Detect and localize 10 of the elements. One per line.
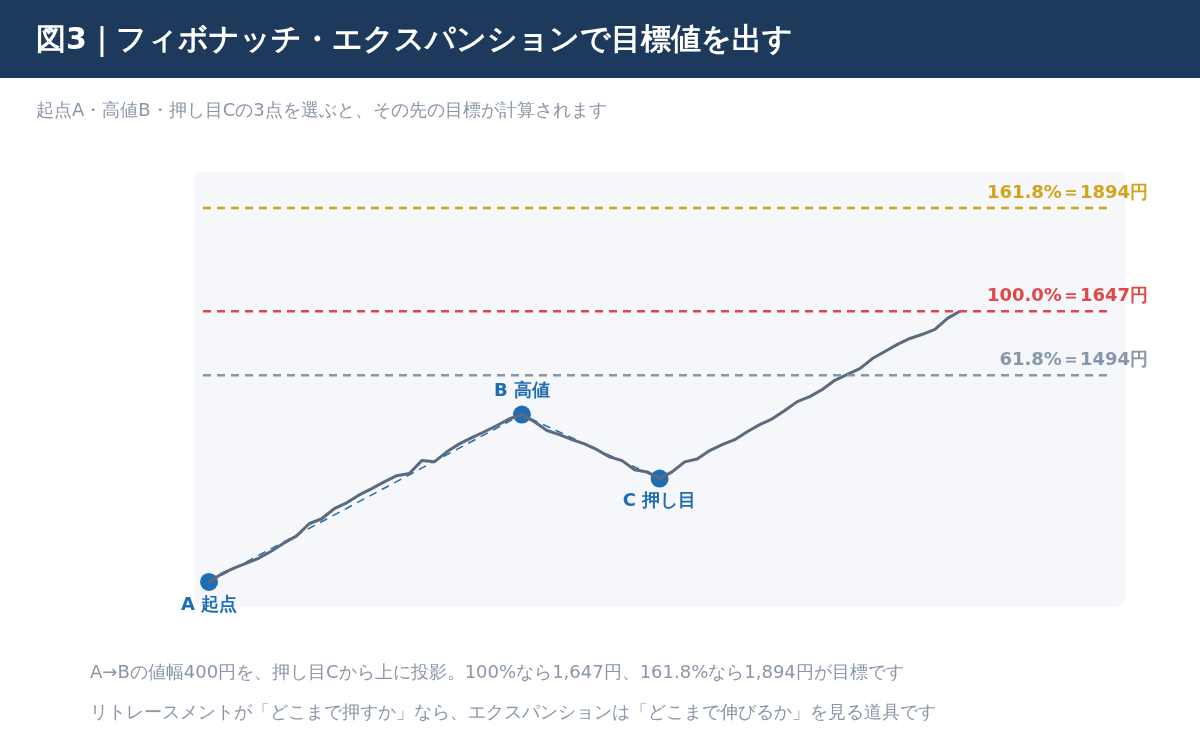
ref-line-label: 161.8%＝1894円 (986, 180, 1148, 202)
chart-title: 図3｜フィボナッチ・エクスパンションで目標値を出す (0, 0, 1200, 78)
annotation: B 高値 (493, 379, 550, 401)
text: A→Bの値幅400円を、押し目Cから上に投影。100%なら1,647円、161.8%なら1,894円が目標です (90, 660, 905, 684)
annotation: A 起点 (180, 592, 238, 614)
text: リトレースメントが「どこまで押すか」なら、エクスパンションは「どこまで伸びるか」を見る道具です (90, 700, 936, 724)
ref-line-label: 100.0%＝1647円 (986, 283, 1148, 305)
chart-subtitle: 起点A・高値B・押し目Cの3点を選ぶと、その先の目標が計算されます (36, 98, 607, 122)
annotation: C 押し目 (622, 489, 697, 511)
ref-line-label: 61.8%＝1494円 (999, 347, 1148, 369)
